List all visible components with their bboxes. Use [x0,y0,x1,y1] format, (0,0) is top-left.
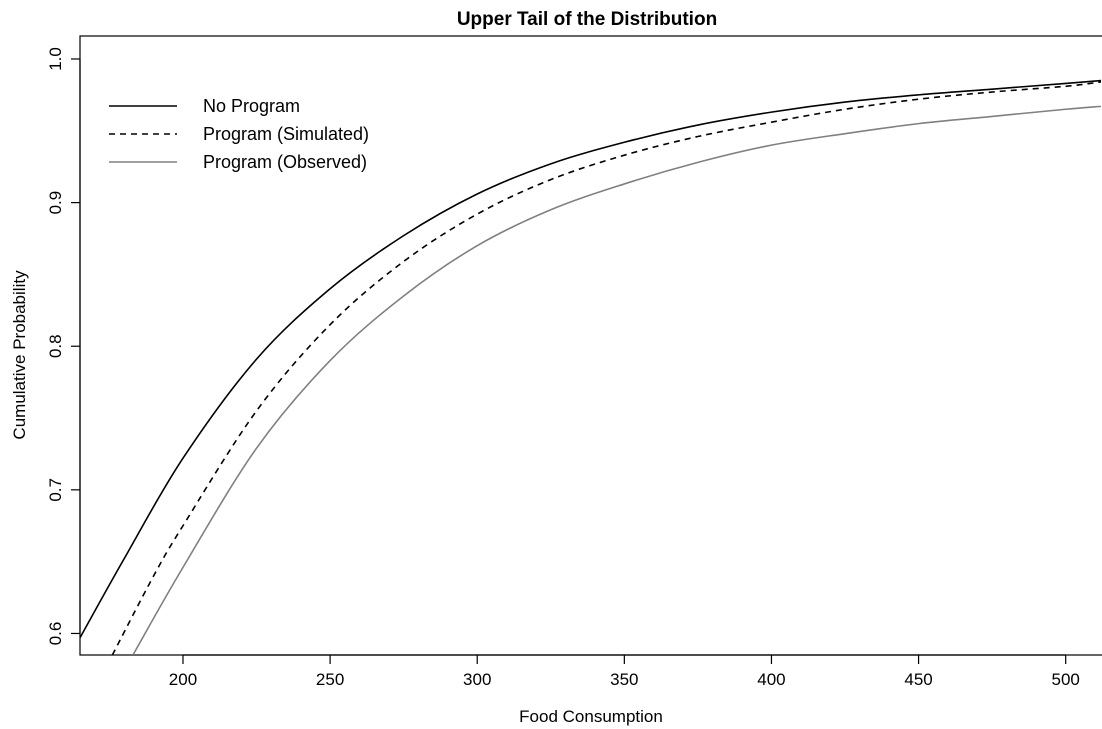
chart-title: Upper Tail of the Distribution [457,9,717,30]
y-axis-label: Cumulative Probability [10,270,29,440]
x-tick-label: 200 [169,670,197,689]
y-tick-label: 0.8 [46,334,65,358]
legend-label-2: Program (Simulated) [203,124,369,144]
legend-label-1: No Program [203,96,300,116]
y-tick-label: 0.6 [46,622,65,646]
y-tick-label: 1.0 [46,47,65,71]
x-axis-label: Food Consumption [519,707,663,726]
x-tick-label: 500 [1052,670,1080,689]
legend-label-3: Program (Observed) [203,152,367,172]
x-tick-label: 250 [316,670,344,689]
series-line-1 [80,79,1101,639]
x-tick-label: 450 [904,670,932,689]
series-layer [80,79,1101,655]
y-tick-label: 0.7 [46,478,65,502]
series-line-2 [111,81,1101,655]
x-tick-label: 300 [463,670,491,689]
series-line-3 [132,105,1101,655]
x-axis: 200 250 300 350 400 450 500 [169,654,1080,689]
x-tick-label: 400 [757,670,785,689]
x-tick-label: 350 [610,670,638,689]
y-axis: 0.6 0.7 0.8 0.9 1.0 [46,47,81,646]
legend: No Program Program (Simulated) Program (Ob… [109,96,369,172]
y-tick-label: 0.9 [46,191,65,215]
